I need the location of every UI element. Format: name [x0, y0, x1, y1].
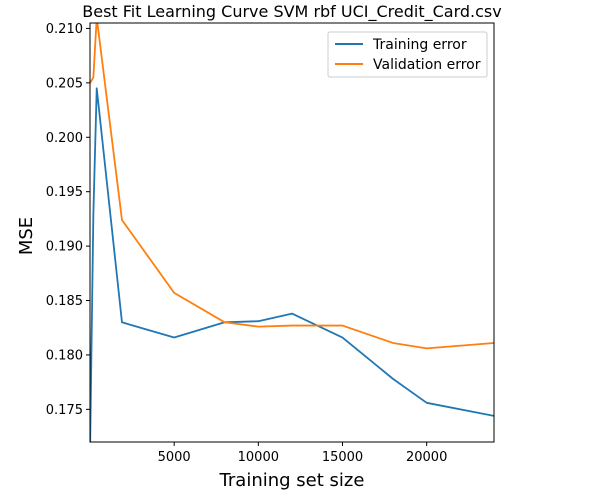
series-line-validation-error — [90, 23, 494, 350]
y-tick-label: 0.195 — [46, 185, 83, 200]
x-tick-label: 20000 — [406, 450, 447, 465]
legend: Training error Validation error — [327, 31, 488, 78]
legend-box — [327, 31, 488, 78]
chart-title: Best Fit Learning Curve SVM rbf UCI_Cred… — [82, 2, 501, 22]
x-tick-label: 10000 — [238, 450, 279, 465]
legend-label-training-error: Training error — [372, 37, 467, 53]
y-tick-label: 0.200 — [46, 131, 83, 146]
y-tick-label: 0.210 — [46, 22, 83, 37]
y-axis-title: MSE — [16, 217, 37, 255]
y-tick-label: 0.175 — [46, 403, 83, 418]
y-tick-label: 0.185 — [46, 294, 83, 309]
y-tick-label: 0.180 — [46, 348, 83, 363]
x-tick-label: 5000 — [158, 450, 191, 465]
x-tick-label: 15000 — [322, 450, 363, 465]
plot-frame — [89, 22, 495, 443]
y-tick-label: 0.190 — [46, 240, 83, 255]
x-axis-title: Training set size — [219, 470, 365, 491]
legend-label-validation-error: Validation error — [373, 57, 481, 73]
y-tick-label: 0.205 — [46, 76, 83, 91]
series-line-training-error — [90, 87, 494, 442]
